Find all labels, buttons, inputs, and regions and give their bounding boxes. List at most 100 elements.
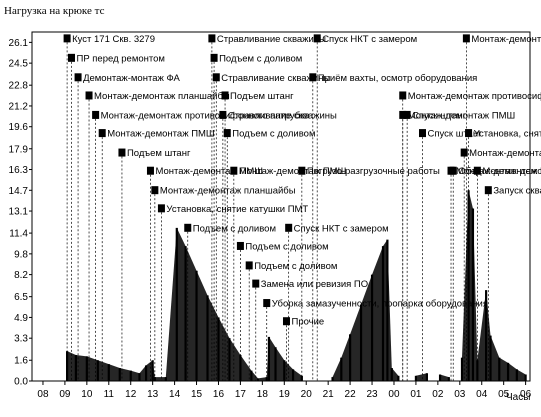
load-fill <box>350 304 362 381</box>
x-tick-label: 05 <box>498 389 510 400</box>
event-label: Стравливание скважины <box>228 110 337 121</box>
event-marker <box>67 53 75 62</box>
event-marker <box>219 110 227 119</box>
event-label: Стравливание скважины <box>221 73 330 84</box>
event-marker <box>223 129 231 138</box>
event-label: Подъем с доливом <box>254 261 337 272</box>
event-label: Установка, снятие катушки ПМТ <box>166 204 308 215</box>
load-fill <box>257 377 267 381</box>
x-tick-label: 16 <box>213 389 225 400</box>
event-marker <box>484 186 492 195</box>
x-tick-label: 13 <box>147 389 159 400</box>
x-tick-label: 12 <box>125 389 137 400</box>
event-label: Монтаж-демонтаж противосифонного патрубк… <box>101 110 311 121</box>
event-label: Монтаж-демонтаж ПМШ <box>107 129 214 140</box>
event-label: Стравливание скважины <box>217 34 326 45</box>
load-fill <box>97 360 109 381</box>
event-label: Монтаж-демонтаж ПМШ <box>239 166 346 177</box>
load-fill <box>477 290 487 381</box>
y-tick-label: 14.7 <box>9 186 29 197</box>
event-marker <box>98 129 106 138</box>
event-marker <box>118 148 126 157</box>
event-label: Куст 171 Скв. 3279 <box>72 34 155 45</box>
y-tick-label: 9.8 <box>14 249 28 260</box>
load-fill <box>383 239 388 381</box>
event-label: Приём вахты, осмотр оборудования <box>318 73 477 84</box>
x-tick-label: 18 <box>257 389 269 400</box>
load-fill <box>468 190 473 381</box>
x-tick-label: 11 <box>104 389 115 400</box>
y-tick-label: 19.6 <box>9 122 29 133</box>
load-fill <box>154 377 166 381</box>
event-marker <box>298 166 306 175</box>
load-fill <box>361 274 373 381</box>
event-label: Монтаж-демонтаж ПМШ <box>155 166 262 177</box>
load-fill <box>490 335 500 381</box>
load-fill <box>472 208 478 381</box>
event-marker <box>63 34 71 43</box>
y-tick-label: 11.4 <box>9 229 28 240</box>
load-fill <box>119 368 131 381</box>
event-marker <box>285 223 293 232</box>
event-marker <box>92 110 100 119</box>
event-marker <box>419 129 427 138</box>
event-marker <box>236 241 244 250</box>
event-label: Монтаж-демонтаж противосифонного патрубк… <box>408 91 541 102</box>
y-tick-label: 6.5 <box>14 292 28 303</box>
event-marker <box>85 91 93 100</box>
event-marker <box>263 299 271 308</box>
event-marker <box>245 261 253 270</box>
y-tick-label: 16.3 <box>9 165 29 176</box>
event-marker <box>230 166 238 175</box>
y-tick-label: 24.5 <box>9 59 29 70</box>
load-fill <box>146 360 153 381</box>
event-label: Спуск штанг <box>428 129 483 140</box>
load-fill <box>293 369 302 381</box>
event-marker <box>208 34 216 43</box>
load-fill <box>440 374 449 381</box>
event-label: Подъем штанг <box>127 148 191 159</box>
event-label: Замена или ревизия ПО <box>261 279 368 290</box>
event-marker <box>212 73 220 82</box>
event-label: Подъем с доливом <box>193 223 276 234</box>
event-labels: Куст 171 Скв. 3279 ПР перед ремонтом Демон… <box>63 34 541 328</box>
load-fill <box>196 270 208 381</box>
event-label: Монтаж-демонтаж ФА <box>482 166 541 177</box>
x-axis-label: Часы <box>506 392 530 403</box>
x-tick-label: 20 <box>301 389 313 400</box>
event-label: Подъем с доливом <box>219 53 302 64</box>
event-label: Погрузо-разгрузочные работы <box>307 166 440 177</box>
event-marker <box>460 148 468 157</box>
event-label: Подъем с доливом <box>232 129 315 140</box>
event-marker <box>157 204 165 213</box>
event-marker <box>462 34 470 43</box>
event-marker <box>282 317 290 326</box>
event-marker <box>146 166 154 175</box>
y-tick-label: 8.2 <box>14 270 28 281</box>
event-label: Подъем штанг <box>230 91 294 102</box>
load-fill <box>218 317 230 381</box>
load-fill <box>275 347 285 381</box>
y-tick-label: 26.1 <box>9 38 29 49</box>
x-tick-label: 08 <box>37 389 49 400</box>
y-tick-label: 17.9 <box>9 144 29 155</box>
event-label: Уборка замазученности, пропарка оборудов… <box>272 299 488 310</box>
event-marker <box>465 129 473 138</box>
chart-title: Нагрузка на крюке тс <box>4 5 105 17</box>
y-tick-label: 0.0 <box>14 377 28 388</box>
x-tick-label: 19 <box>279 389 291 400</box>
event-label: Спуск НКТ с замером <box>294 223 389 234</box>
event-label: Монтаж-демонтаж планшайбы <box>160 186 296 197</box>
event-label: Запуск скважины <box>493 186 541 197</box>
y-tick-label: 21.2 <box>9 101 29 112</box>
event-label: Демонтаж-монтаж ФА <box>83 73 180 84</box>
event-label: Прочие <box>291 317 324 328</box>
load-fill <box>86 356 98 381</box>
x-tick-label: 03 <box>454 389 466 400</box>
event-marker <box>403 110 411 119</box>
load-fill <box>341 334 351 381</box>
load-fill <box>108 364 120 381</box>
load-fill <box>152 360 155 381</box>
